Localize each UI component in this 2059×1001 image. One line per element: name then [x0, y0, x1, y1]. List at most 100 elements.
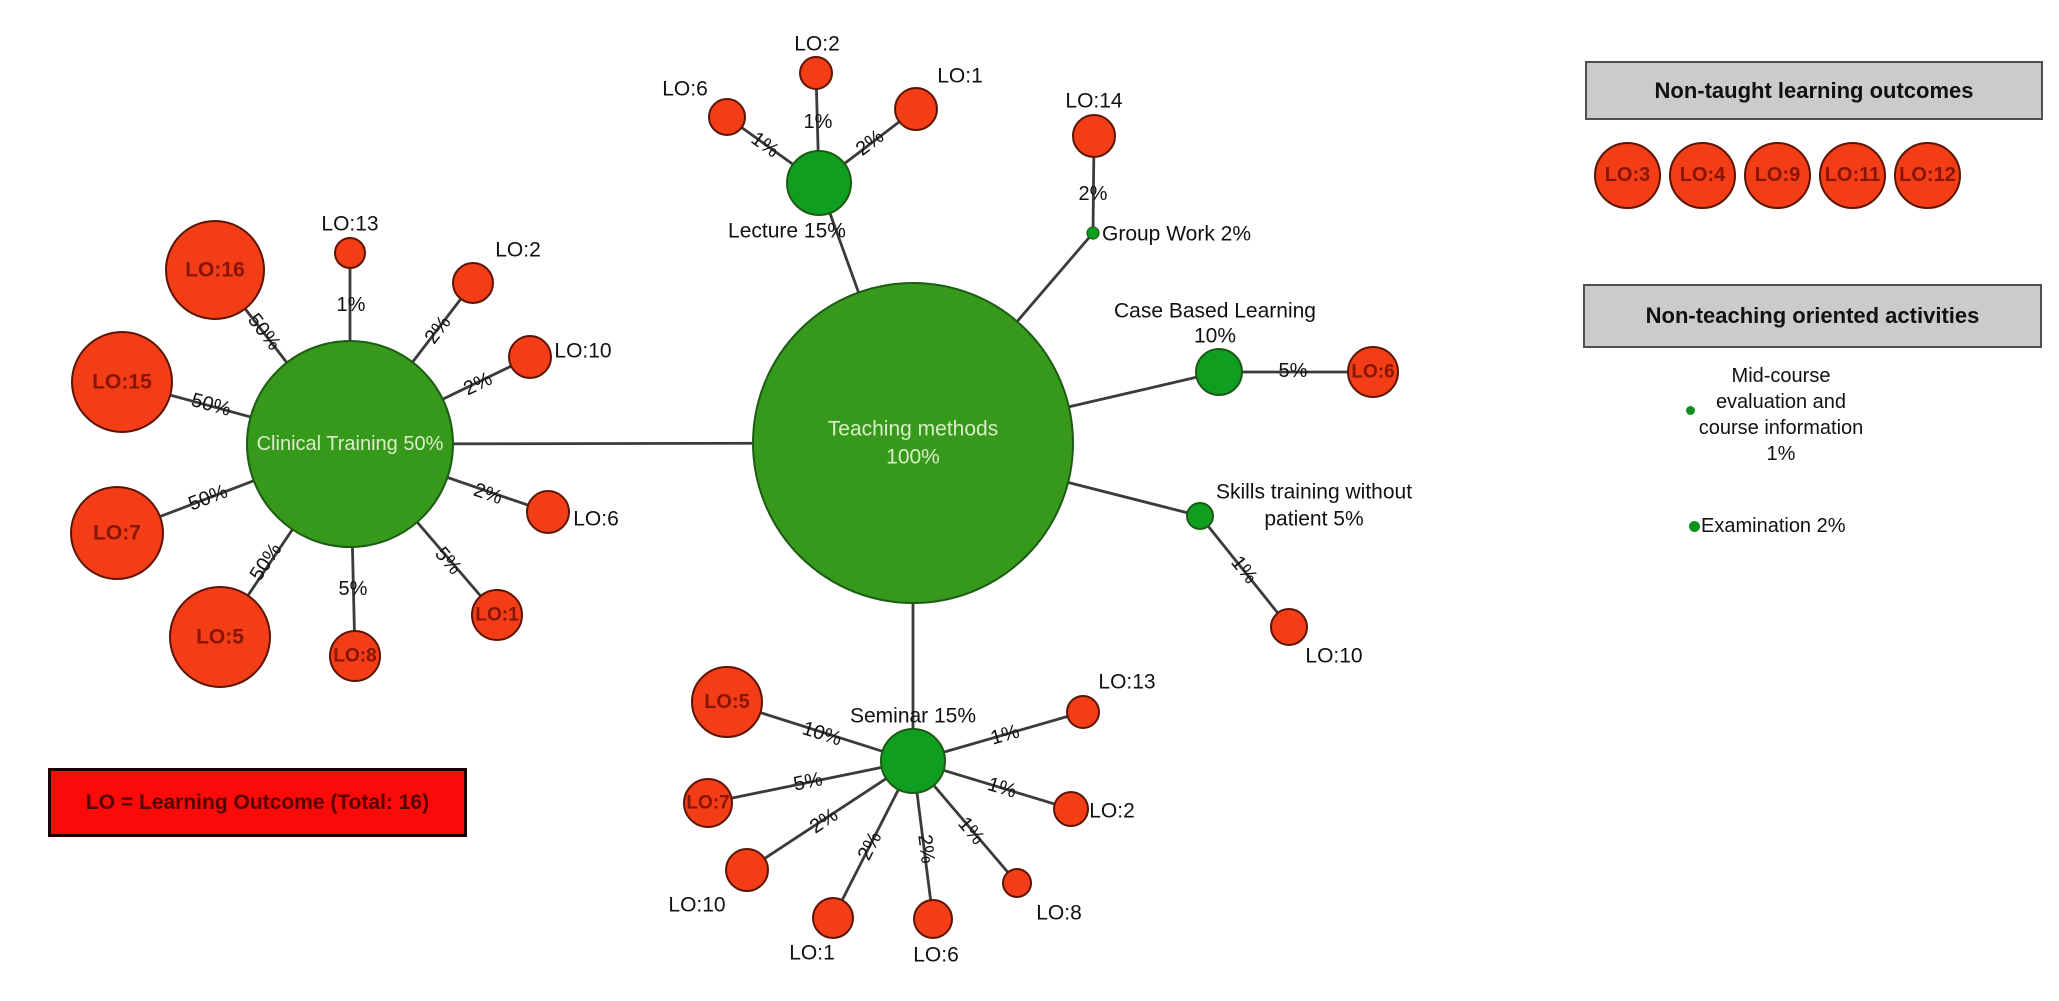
examination-item: Examination 2%	[1689, 515, 1846, 537]
legend-box: LO = Learning Outcome (Total: 16)	[48, 768, 467, 837]
edge-weight-label: 50%	[189, 389, 234, 421]
node-ext-label-s10: LO:10	[1305, 645, 1362, 668]
edge-weight-label: 1%	[985, 773, 1019, 803]
outcome-node-c1	[471, 589, 523, 641]
edge-weight-label: 1%	[747, 128, 783, 163]
node-ext-label-skills: Skills training without	[1216, 481, 1412, 504]
node-ext-label-c6: LO:6	[573, 508, 619, 531]
edge-weight-label: 2%	[460, 368, 496, 400]
outcome-node-c16	[165, 220, 265, 320]
non-taught-outcome-circle: LO:11	[1819, 142, 1886, 209]
non-taught-outcome-label: LO:4	[1679, 164, 1726, 186]
outcome-node-c6	[526, 490, 570, 534]
midcourse-evaluation-item: Mid-course evaluation and course informa…	[1651, 363, 1911, 467]
outcome-node-m8	[1002, 868, 1032, 898]
edge-weight-label: 1%	[804, 111, 833, 133]
node-inside-label-c5: LO:5	[196, 626, 244, 649]
midcourse-line: 1%	[1766, 443, 1796, 465]
node-ext-label-m13: LO:13	[1098, 671, 1155, 694]
edge-weight-label: 5%	[339, 578, 368, 600]
outcome-node-s10	[1270, 608, 1308, 646]
outcome-node-c8	[329, 630, 381, 682]
non-taught-outcomes-row: LO:3 LO:4 LO:9 LO:11 LO:12	[1594, 142, 1961, 209]
node-ext-label-c13: LO:13	[321, 213, 378, 236]
node-ext-label-l2: LO:2	[794, 33, 840, 56]
edge-weight-label: 1%	[337, 294, 366, 316]
non-taught-outcome-circle: LO:12	[1894, 142, 1961, 209]
examination-dot-icon	[1689, 520, 1700, 532]
node-ext-label-c2: LO:2	[495, 239, 541, 262]
non-taught-outcome-label: LO:9	[1754, 164, 1801, 186]
midcourse-line: Mid-course	[1731, 365, 1831, 387]
non-taught-panel-header: Non-taught learning outcomes	[1585, 61, 2043, 120]
non-taught-outcome-label: LO:3	[1604, 164, 1651, 186]
node-inside-label-m5: LO:5	[704, 691, 750, 713]
node-ext-label-cbl: Case Based Learning	[1114, 300, 1316, 323]
node-ext-label-l1: LO:1	[937, 65, 983, 88]
method-node-seminar	[880, 728, 946, 794]
outcome-node-l1	[894, 87, 938, 131]
method-node-lecture	[786, 150, 852, 216]
node-inside-label-m7: LO:7	[686, 793, 729, 814]
method-node-clinical	[246, 340, 454, 548]
outcome-node-c2	[452, 262, 494, 304]
non-teaching-panel-header: Non-teaching oriented activities	[1583, 284, 2042, 348]
edge-weight-label: 5%	[792, 768, 825, 795]
node-ext-label-c10: LO:10	[554, 340, 611, 363]
outcome-node-l2	[799, 56, 833, 90]
node-ext-label-m1: LO:1	[789, 942, 835, 965]
outcome-node-m1	[812, 897, 854, 939]
edge-skills-s10	[1198, 515, 1291, 628]
outcome-node-b6	[1347, 346, 1399, 398]
non-taught-outcome-circle: LO:4	[1669, 142, 1736, 209]
node-inside-label-teaching: Teaching methods	[828, 418, 998, 441]
outcome-node-m13	[1066, 695, 1100, 729]
node-inside-label-c8: LO:8	[333, 646, 376, 667]
outcome-node-m5	[691, 666, 763, 738]
node-inside-label-c7: LO:7	[93, 522, 141, 545]
non-taught-panel-title: Non-taught learning outcomes	[1654, 77, 1974, 103]
edge-weight-label: 5%	[1279, 360, 1308, 382]
midcourse-line: evaluation and	[1715, 391, 1847, 413]
midcourse-line: course information	[1698, 417, 1864, 439]
node-ext-label-m6: LO:6	[913, 944, 959, 967]
node-inside-label-teaching: 100%	[886, 446, 940, 469]
outcome-node-c13	[334, 237, 366, 269]
node-inside-label-b6: LO:6	[1351, 362, 1394, 383]
node-ext-label-m8: LO:8	[1036, 902, 1082, 925]
edge-weight-label: 10%	[800, 717, 845, 750]
edge-weight-label: 2%	[806, 804, 842, 838]
outcome-node-c5	[169, 586, 271, 688]
node-inside-label-c15: LO:15	[92, 371, 152, 394]
edge-seminar-m10	[746, 759, 914, 872]
non-teaching-panel-title: Non-teaching oriented activities	[1645, 303, 1980, 328]
node-ext-label-g14: LO:14	[1065, 90, 1123, 113]
legend-text: LO = Learning Outcome (Total: 16)	[85, 790, 430, 814]
outcome-node-c7	[70, 486, 164, 580]
node-inside-label-clinical: Clinical Training 50%	[257, 433, 444, 455]
non-taught-outcome-circle: LO:3	[1594, 142, 1661, 209]
edge-seminar-m7	[707, 759, 914, 805]
node-ext-label-cbl: 10%	[1194, 325, 1236, 348]
method-node-groupwork	[1086, 226, 1100, 240]
node-ext-label-l6: LO:6	[662, 78, 708, 101]
method-node-cbl	[1195, 348, 1243, 396]
node-ext-label-groupwork: Group Work 2%	[1102, 223, 1251, 246]
edge-weight-label: 2%	[1079, 183, 1108, 205]
node-inside-label-c16: LO:16	[185, 259, 245, 282]
outcome-node-l6	[708, 98, 746, 136]
non-taught-outcome-label: LO:11	[1824, 164, 1881, 186]
node-ext-label-seminar: Seminar 15%	[850, 705, 976, 728]
method-node-skills	[1186, 502, 1214, 530]
outcome-node-c10	[508, 335, 552, 379]
edge-weight-label: 2%	[471, 479, 506, 509]
edge-weight-label: 1%	[988, 720, 1022, 749]
midcourse-dot-icon	[1686, 406, 1695, 415]
edge-weight-label: 2%	[913, 833, 938, 865]
outcome-node-c15	[71, 331, 173, 433]
node-ext-label-m2: LO:2	[1089, 800, 1135, 823]
node-ext-label-skills: patient 5%	[1264, 508, 1363, 531]
node-ext-label-m10: LO:10	[668, 894, 725, 917]
